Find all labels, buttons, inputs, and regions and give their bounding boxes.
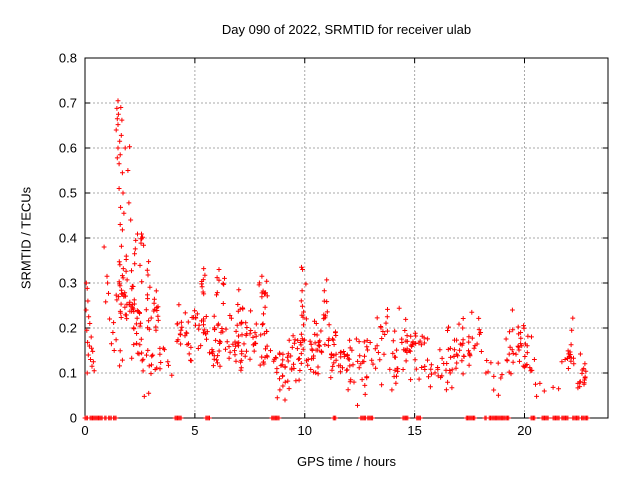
y-tick-label: 0.6 <box>59 141 77 156</box>
x-tick-label: 10 <box>298 423 312 438</box>
scatter-points <box>82 98 591 421</box>
x-tick-label: 15 <box>407 423 421 438</box>
x-axis-label: GPS time / hours <box>297 454 396 469</box>
y-tick-label: 0.8 <box>59 51 77 66</box>
y-tick-label: 0.1 <box>59 366 77 381</box>
x-tick-label: 5 <box>191 423 198 438</box>
chart-title: Day 090 of 2022, SRMTID for receiver ula… <box>221 22 472 37</box>
y-tick-label: 0.4 <box>59 231 77 246</box>
y-tick-label: 0.7 <box>59 96 77 111</box>
y-tick-label: 0.3 <box>59 276 77 291</box>
x-tick-label: 20 <box>517 423 531 438</box>
x-tick-label: 0 <box>81 423 88 438</box>
y-tick-label: 0 <box>70 411 77 426</box>
y-tick-label: 0.5 <box>59 186 77 201</box>
y-axis-label: SRMTID / TECUs <box>18 186 34 290</box>
y-tick-label: 0.2 <box>59 321 77 336</box>
